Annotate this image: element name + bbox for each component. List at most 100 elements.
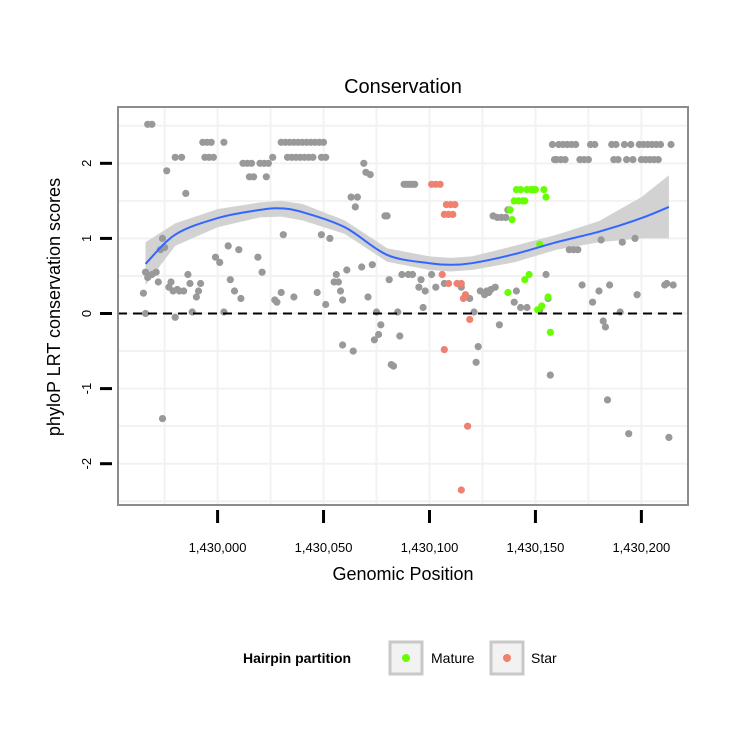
point-other: [474, 343, 482, 351]
point-mature: [544, 293, 552, 301]
legend: Hairpin partition Mature Star: [243, 640, 557, 676]
point-other: [211, 253, 220, 261]
point-other: [523, 303, 531, 312]
point-other: [603, 396, 612, 404]
point-other: [152, 268, 160, 276]
point-other: [595, 287, 603, 295]
point-other: [358, 263, 366, 271]
x-tick-label: 1,430,000: [189, 540, 247, 555]
point-other: [334, 278, 342, 286]
point-other: [591, 140, 599, 149]
point-star: [449, 210, 457, 218]
y-tick-label: 1: [79, 235, 94, 242]
y-tick-label: -1: [79, 383, 94, 395]
point-other: [139, 289, 147, 297]
point-other: [589, 298, 597, 306]
x-tick-label: 1,430,050: [295, 540, 353, 555]
point-other: [517, 303, 525, 312]
point-other: [141, 309, 150, 318]
point-other: [347, 193, 355, 201]
point-other: [313, 288, 321, 297]
point-star: [436, 180, 444, 188]
point-other: [618, 238, 626, 246]
x-axis: 1,430,000 1,430,050 1,430,100 1,430,150 1,43…: [189, 510, 670, 555]
point-other: [572, 140, 580, 149]
point-mature: [504, 288, 512, 297]
point-star: [438, 270, 446, 279]
point-other: [491, 283, 499, 291]
point-other: [186, 279, 194, 288]
point-other: [158, 415, 167, 423]
legend-swatch-mature: [402, 654, 410, 662]
legend-swatch-star: [503, 654, 511, 662]
point-other: [192, 293, 200, 301]
point-other: [273, 298, 281, 306]
point-other: [197, 279, 205, 288]
point-other: [370, 336, 378, 344]
chart-title: Conservation: [344, 76, 462, 98]
point-other: [629, 156, 637, 164]
point-other: [667, 140, 675, 149]
y-tick-label: 2: [79, 160, 94, 167]
legend-entry-star: Star: [489, 640, 557, 676]
point-star: [457, 279, 465, 288]
point-mature: [517, 186, 525, 194]
plot-panel: [117, 106, 689, 506]
point-other: [656, 140, 665, 149]
point-other: [322, 300, 330, 309]
point-mature: [506, 206, 514, 214]
point-mature: [546, 328, 554, 336]
x-axis-label: Genomic Position: [332, 564, 473, 584]
point-mature: [531, 186, 540, 194]
point-other: [184, 270, 192, 279]
data-points-layer: [139, 120, 677, 494]
point-other: [377, 321, 385, 329]
point-other: [510, 298, 518, 306]
point-other: [336, 287, 345, 295]
legend-label-star: Star: [531, 650, 557, 666]
point-other: [167, 278, 175, 286]
point-star: [464, 422, 472, 430]
point-other: [419, 303, 427, 312]
point-other: [669, 281, 677, 289]
point-other: [322, 153, 330, 161]
point-other: [385, 276, 393, 284]
point-other: [360, 159, 368, 167]
point-other: [597, 236, 605, 244]
point-other: [372, 308, 381, 316]
point-other: [616, 308, 624, 316]
point-other: [364, 293, 372, 301]
confidence-band-layer: [145, 175, 669, 285]
point-other: [226, 276, 234, 284]
legend-label-mature: Mature: [431, 650, 475, 666]
point-other: [421, 287, 429, 295]
point-other: [158, 234, 167, 242]
y-axis: -2 -1 0 1 2: [79, 160, 112, 469]
point-other: [375, 330, 383, 339]
point-other: [366, 171, 374, 179]
point-other: [620, 140, 629, 149]
point-other: [224, 242, 232, 250]
point-other: [262, 173, 270, 181]
point-star: [440, 346, 448, 354]
point-mature: [508, 216, 516, 224]
point-other: [612, 140, 620, 149]
point-other: [495, 321, 503, 329]
point-other: [258, 268, 266, 276]
point-other: [207, 138, 215, 146]
point-other: [319, 138, 328, 146]
legend-entry-mature: Mature: [388, 640, 475, 676]
point-star: [457, 486, 465, 494]
point-other: [309, 153, 317, 161]
point-other: [601, 323, 610, 331]
panel-background: [118, 107, 688, 505]
point-other: [279, 231, 287, 239]
point-other: [326, 234, 334, 242]
point-other: [220, 308, 228, 316]
point-star: [451, 201, 459, 209]
point-other: [264, 159, 272, 167]
point-other: [396, 332, 404, 340]
point-other: [216, 258, 224, 266]
point-other: [383, 212, 391, 220]
